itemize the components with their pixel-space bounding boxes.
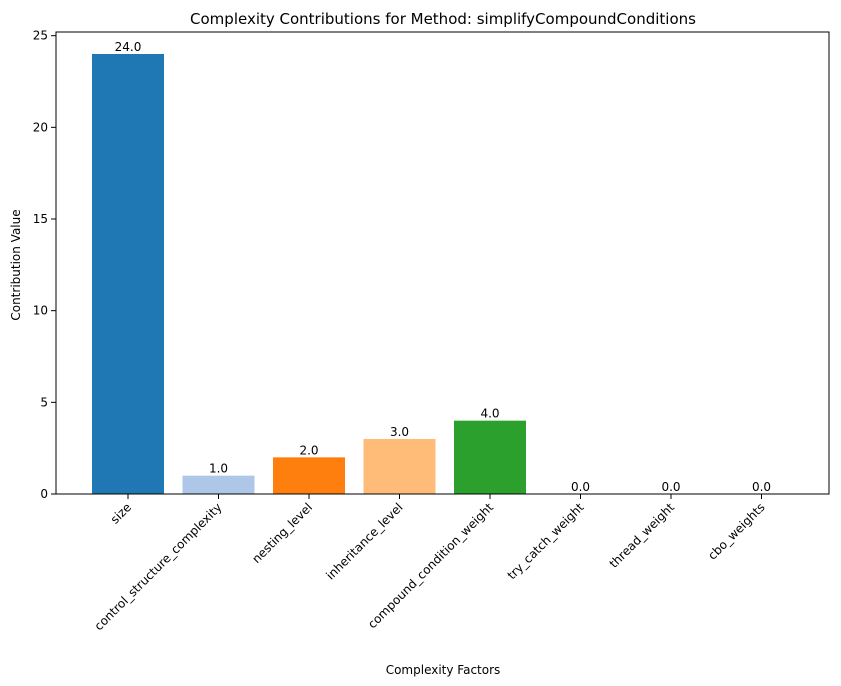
data-label-control_structure_complexity: 1.0 (209, 462, 228, 476)
data-label-inheritance_level: 3.0 (390, 425, 409, 439)
x-tick-label-cbo_weights: cbo_weights (705, 500, 767, 562)
data-label-size: 24.0 (115, 40, 142, 54)
x-tick-label-inheritance_level: inheritance_level (323, 500, 405, 582)
x-axis-label: Complexity Factors (386, 663, 501, 677)
bar-nesting_level (273, 457, 345, 494)
y-tick-label-25: 25 (33, 29, 48, 43)
y-axis-label: Contribution Value (9, 209, 23, 320)
x-tick-label-thread_weight: thread_weight (607, 500, 678, 571)
bar-control_structure_complexity (182, 475, 255, 494)
y-tick-label-15: 15 (33, 212, 48, 226)
y-tick-label-0: 0 (40, 487, 48, 501)
y-tick-label-10: 10 (33, 304, 48, 318)
data-label-nesting_level: 2.0 (299, 443, 318, 457)
bar-inheritance_level (363, 439, 436, 494)
x-tick-label-size: size (108, 500, 134, 526)
chart-title: Complexity Contributions for Method: sim… (190, 10, 696, 28)
x-tick-label-try_catch_weight: try_catch_weight (505, 500, 587, 582)
data-label-cbo_weights: 0.0 (752, 480, 771, 494)
data-label-thread_weight: 0.0 (661, 480, 680, 494)
x-tick-label-nesting_level: nesting_level (249, 500, 315, 566)
bar-compound_condition_weight (454, 420, 526, 494)
plot-area: 24.0size1.0control_structure_complexity2… (33, 29, 830, 633)
y-tick-label-5: 5 (40, 395, 48, 409)
axes-frame (55, 31, 830, 495)
data-label-compound_condition_weight: 4.0 (480, 407, 499, 421)
data-label-try_catch_weight: 0.0 (571, 480, 590, 494)
bar-size (92, 54, 164, 494)
y-tick-label-20: 20 (33, 120, 48, 134)
